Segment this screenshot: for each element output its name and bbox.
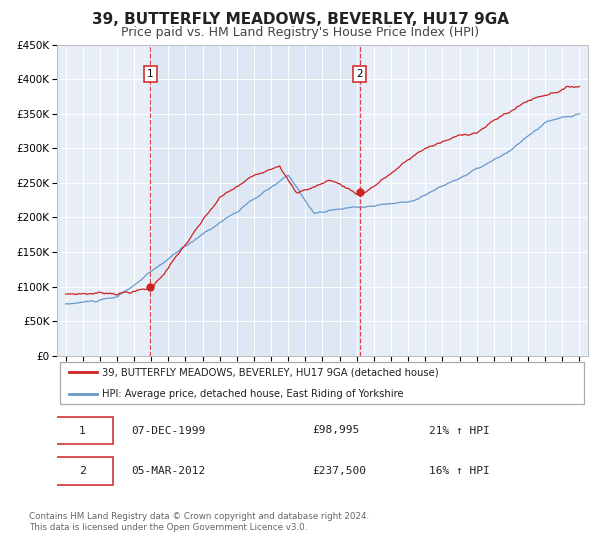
Text: £237,500: £237,500 bbox=[312, 466, 366, 477]
Text: 16% ↑ HPI: 16% ↑ HPI bbox=[428, 466, 490, 477]
Text: Contains HM Land Registry data © Crown copyright and database right 2024.
This d: Contains HM Land Registry data © Crown c… bbox=[29, 512, 370, 532]
Text: 07-DEC-1999: 07-DEC-1999 bbox=[131, 426, 206, 436]
FancyBboxPatch shape bbox=[52, 458, 113, 485]
Text: 1: 1 bbox=[147, 69, 154, 80]
Text: Price paid vs. HM Land Registry's House Price Index (HPI): Price paid vs. HM Land Registry's House … bbox=[121, 26, 479, 39]
Text: 2: 2 bbox=[356, 69, 363, 80]
Text: HPI: Average price, detached house, East Riding of Yorkshire: HPI: Average price, detached house, East… bbox=[102, 389, 404, 399]
Text: £98,995: £98,995 bbox=[312, 426, 359, 436]
Text: 21% ↑ HPI: 21% ↑ HPI bbox=[428, 426, 490, 436]
Text: 1: 1 bbox=[79, 426, 86, 436]
Text: 2: 2 bbox=[79, 466, 86, 477]
FancyBboxPatch shape bbox=[52, 417, 113, 445]
Bar bbox=[151, 45, 359, 356]
Text: 05-MAR-2012: 05-MAR-2012 bbox=[131, 466, 206, 477]
Text: 39, BUTTERFLY MEADOWS, BEVERLEY, HU17 9GA: 39, BUTTERFLY MEADOWS, BEVERLEY, HU17 9G… bbox=[91, 12, 509, 27]
Text: 39, BUTTERFLY MEADOWS, BEVERLEY, HU17 9GA (detached house): 39, BUTTERFLY MEADOWS, BEVERLEY, HU17 9G… bbox=[102, 367, 439, 377]
